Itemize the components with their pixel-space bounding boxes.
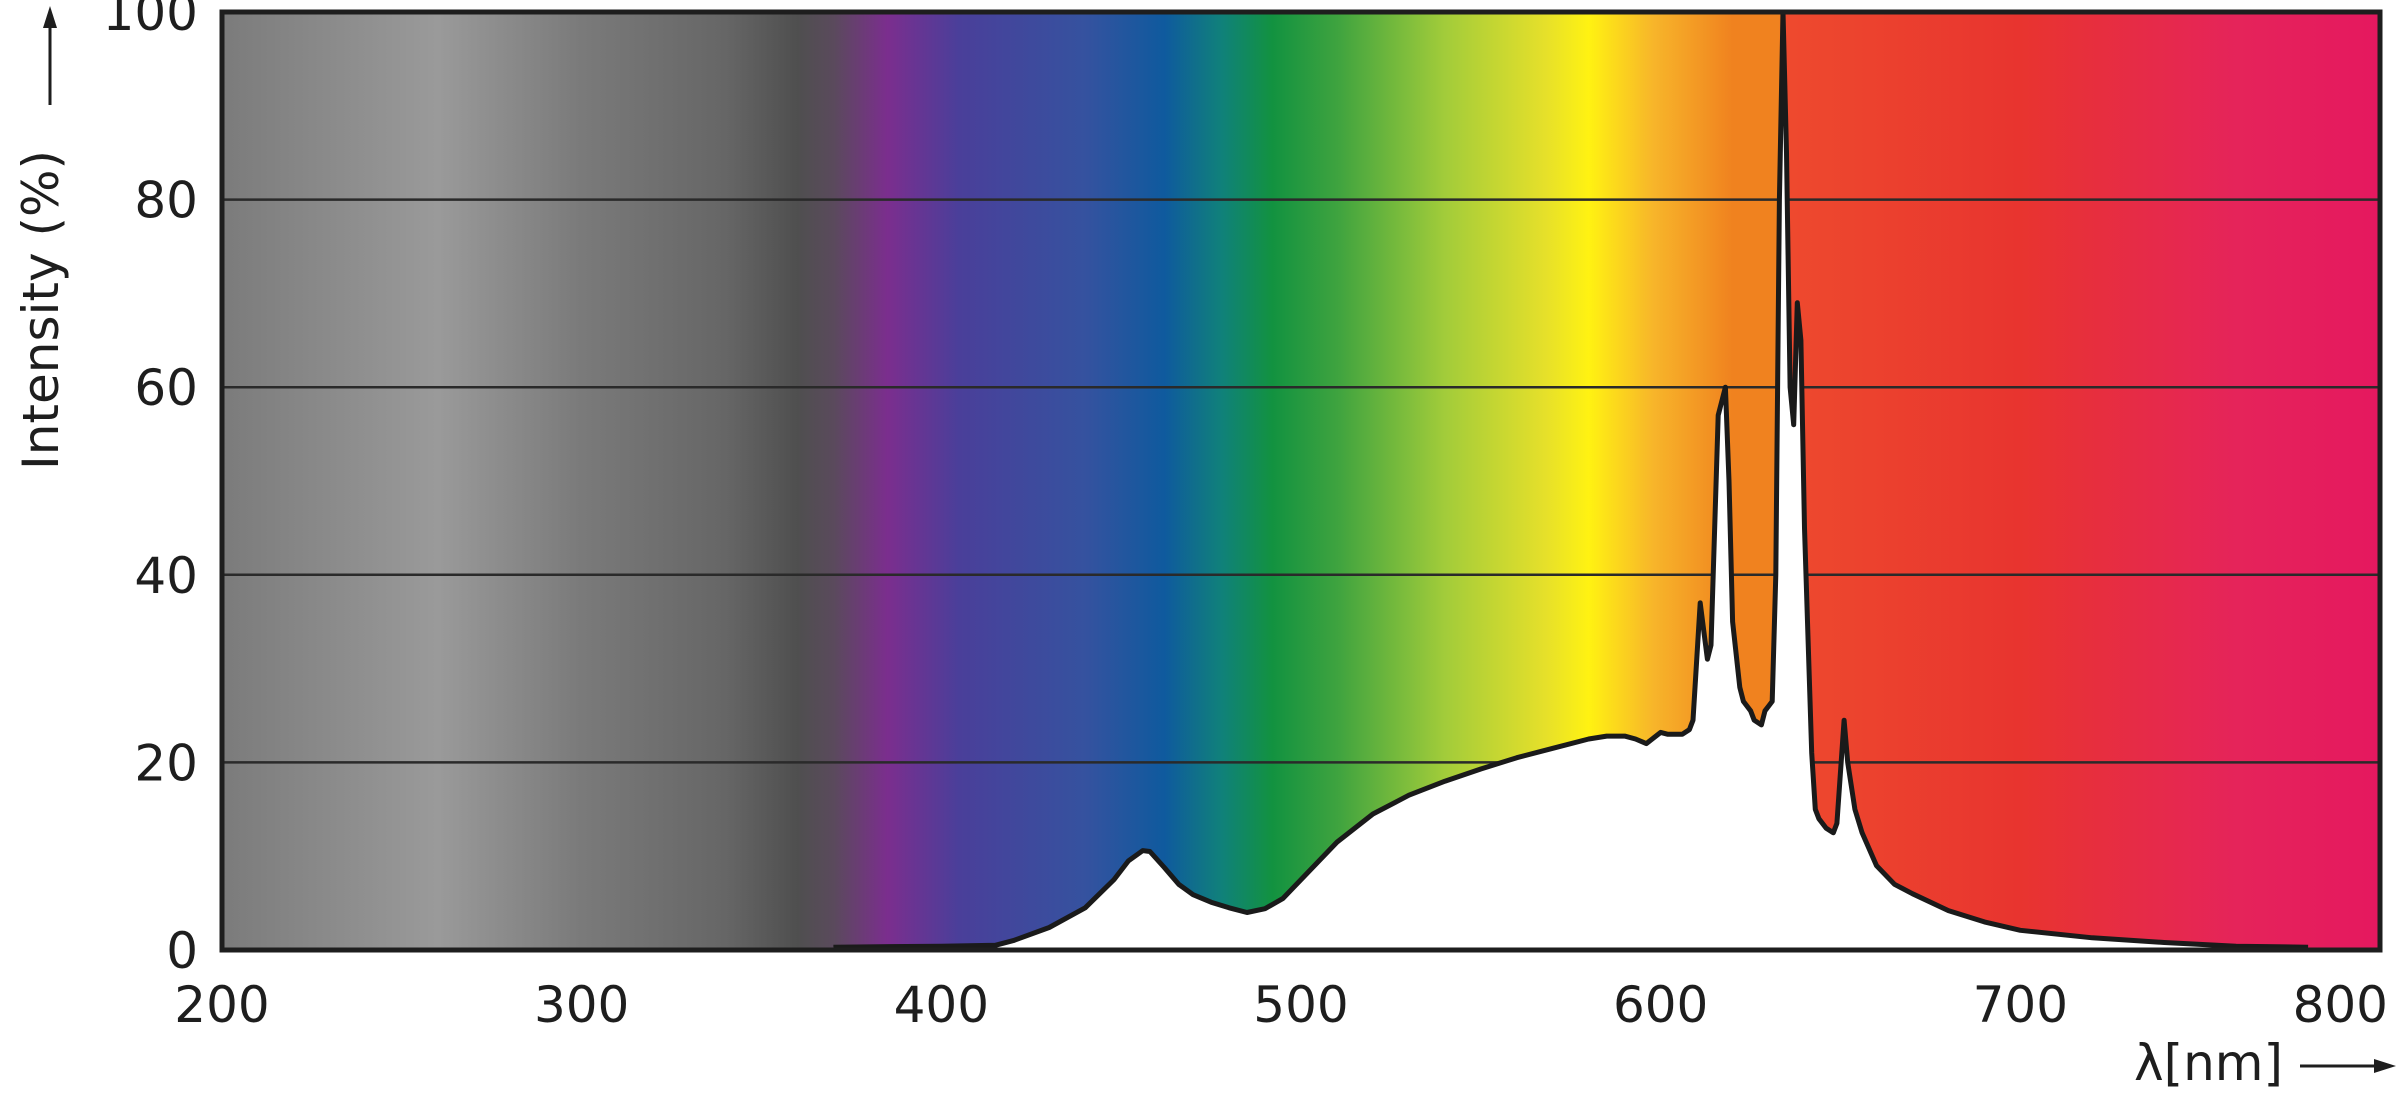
x-tick-label-300: 300 xyxy=(534,976,629,1034)
y-axis-arrow xyxy=(43,6,57,105)
x-tick-label-200: 200 xyxy=(174,976,269,1034)
x-axis-ticks: 200 300 400 500 600 700 800 xyxy=(174,976,2388,1034)
x-tick-label-400: 400 xyxy=(894,976,989,1034)
x-tick-label-700: 700 xyxy=(1973,976,2068,1034)
x-axis-arrow xyxy=(2300,1059,2396,1073)
x-tick-label-500: 500 xyxy=(1253,976,1348,1034)
plot-background xyxy=(222,12,2380,950)
plot-frame xyxy=(219,9,2383,953)
x-axis-label: λ[nm] xyxy=(2134,1034,2283,1092)
y-axis-ticks: 0 20 40 60 80 100 xyxy=(103,0,198,980)
y-tick-label-80: 80 xyxy=(134,172,198,230)
y-tick-label-100: 100 xyxy=(103,0,198,42)
spectrum-line xyxy=(833,12,2309,950)
y-tick-label-60: 60 xyxy=(134,359,198,417)
y-tick-label-20: 20 xyxy=(134,734,198,792)
spectrum-area xyxy=(833,12,2309,950)
x-tick-label-800: 800 xyxy=(2293,976,2388,1034)
gridlines xyxy=(222,198,2380,764)
y-tick-label-0: 0 xyxy=(166,922,198,980)
x-tick-label-600: 600 xyxy=(1613,976,1708,1034)
y-tick-label-40: 40 xyxy=(134,547,198,605)
y-axis-label: Intensity (%) xyxy=(12,150,70,470)
